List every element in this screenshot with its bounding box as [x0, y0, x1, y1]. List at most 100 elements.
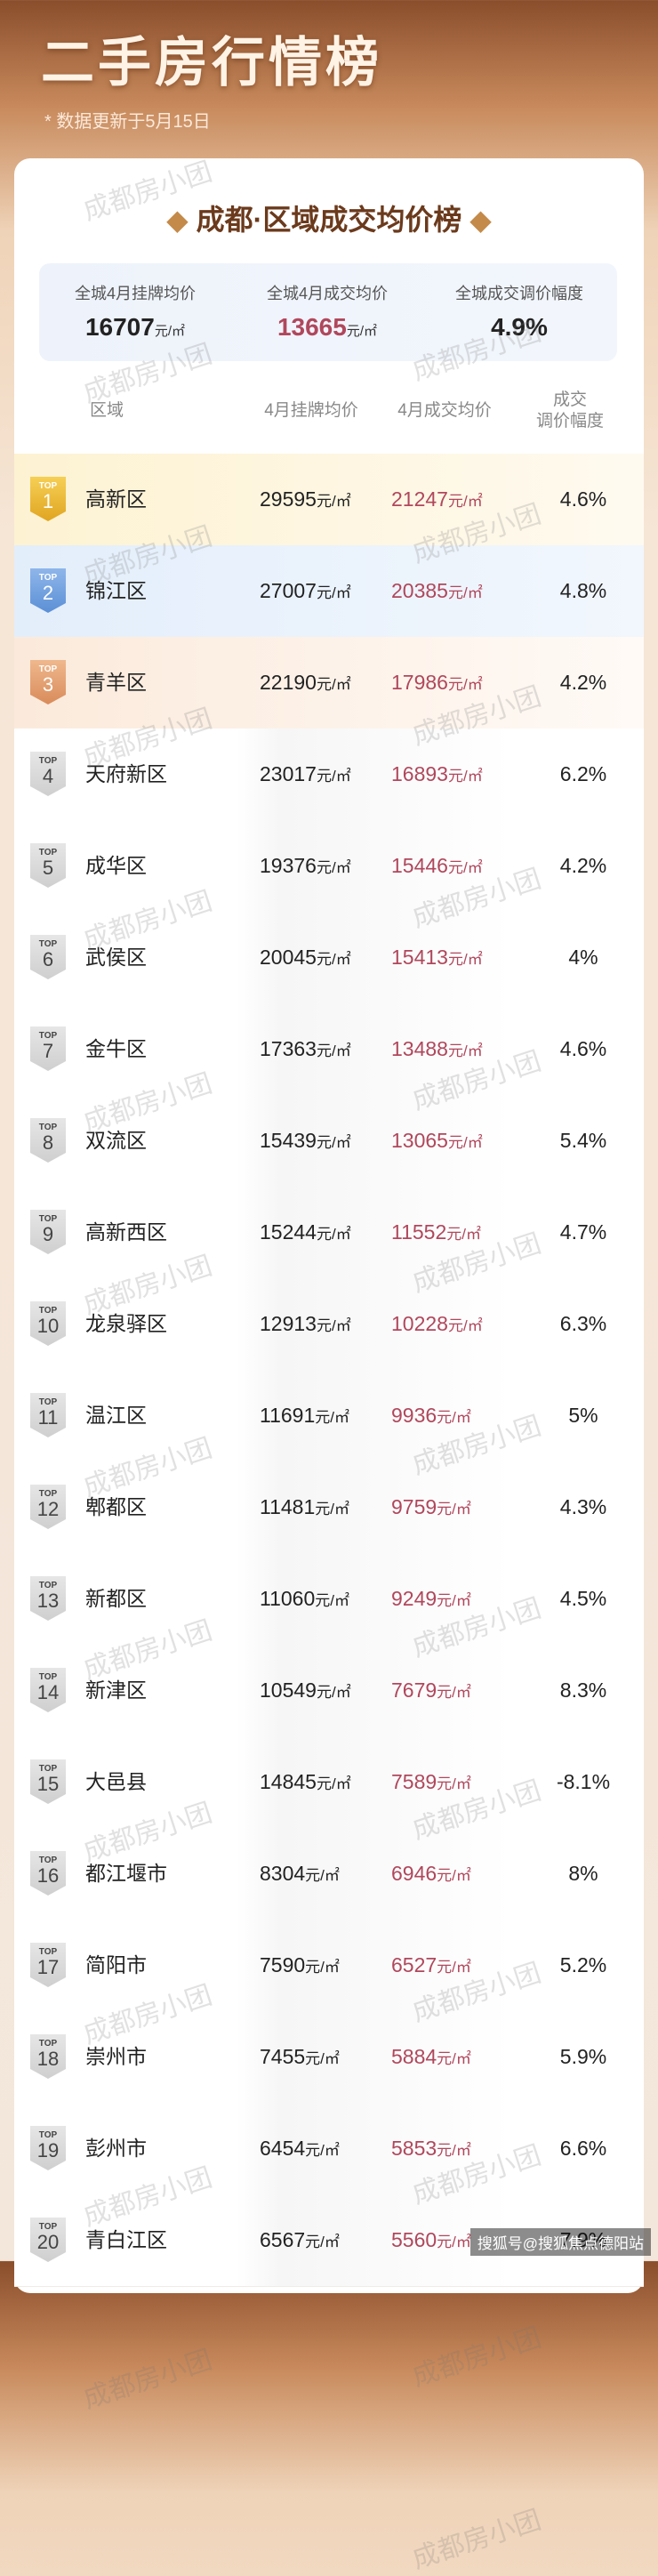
price-change: 5.9%: [559, 2045, 607, 2068]
deal-unit: 元/㎡: [446, 1226, 481, 1243]
column-header-line: 成交: [552, 390, 587, 409]
rank-badge: TOP 1: [30, 477, 66, 521]
badge-rank: 16: [36, 1864, 60, 1887]
summary-number: 13665: [277, 313, 347, 341]
rank-badge: TOP 10: [30, 1301, 66, 1346]
listing-number: 14845: [260, 1770, 317, 1793]
deal-unit: 元/㎡: [447, 951, 483, 968]
listing-price: 29595元/㎡: [260, 454, 351, 545]
note-mark: *: [44, 112, 52, 132]
table-row: TOP 9 高新西区 15244元/㎡ 11552元/㎡ 4.7%: [14, 1187, 644, 1279]
listing-unit: 元/㎡: [316, 1226, 351, 1243]
badge-top: TOP: [38, 1764, 58, 1774]
listing-price: 27007元/㎡: [260, 545, 351, 637]
deal-number: 10228: [391, 1312, 448, 1335]
badge-top: TOP: [38, 1123, 58, 1132]
listing-number: 15439: [260, 1129, 317, 1152]
district: 崇州市: [85, 2045, 147, 2068]
price-change: 4.2%: [559, 671, 607, 694]
deal-number: 21247: [391, 487, 448, 511]
rank-badge: TOP 14: [30, 1668, 66, 1712]
listing-number: 11691: [260, 1404, 316, 1427]
price-change: 8.3%: [559, 1678, 607, 1702]
update-note: * 数据更新于5月15日: [44, 107, 211, 133]
deal-price: 11552元/㎡: [391, 1187, 481, 1278]
listing-unit: 元/㎡: [315, 1592, 349, 1609]
price-change: 5.2%: [559, 1953, 607, 1976]
badge-top: TOP: [38, 573, 58, 583]
rank-badge: TOP 12: [30, 1485, 66, 1529]
listing-unit: 元/㎡: [305, 2142, 340, 2159]
badge-top: TOP: [38, 939, 58, 949]
deal-number: 20385: [391, 579, 448, 602]
deal-price: 5853元/㎡: [391, 2103, 471, 2194]
listing-price: 6567元/㎡: [260, 2194, 340, 2286]
price-change: 7.9%: [559, 2228, 607, 2251]
badge-rank: 3: [42, 673, 54, 696]
badge-rank: 12: [36, 1498, 60, 1520]
deal-unit: 元/㎡: [447, 1042, 483, 1059]
price-change: 6.3%: [559, 1312, 607, 1335]
summary-number: 4.9%: [491, 313, 548, 341]
district: 都江堰市: [85, 1862, 167, 1885]
listing-unit: 元/㎡: [316, 951, 351, 968]
price-change: 4.7%: [559, 1220, 607, 1244]
deal-number: 17986: [391, 671, 448, 694]
rank-badge: TOP 11: [30, 1393, 66, 1437]
page-title: 二手房行情榜: [41, 33, 382, 93]
table-row: TOP 14 新津区 10549元/㎡ 7679元/㎡ 8.3%: [14, 1645, 644, 1737]
deal-unit: 元/㎡: [437, 1409, 471, 1426]
deal-price: 20385元/㎡: [391, 545, 483, 637]
badge-rank: 7: [42, 1040, 54, 1062]
rank-badge: TOP 9: [30, 1210, 66, 1254]
district: 金牛区: [85, 1037, 147, 1060]
badge-rank: 1: [42, 490, 54, 512]
badge-top: TOP: [38, 1947, 58, 1957]
deal-number: 9936: [391, 1404, 437, 1427]
deal-price: 15446元/㎡: [391, 820, 483, 912]
rank-badge: TOP 13: [30, 1576, 66, 1621]
column-header: 4月挂牌均价: [264, 401, 358, 420]
listing-unit: 元/㎡: [305, 2050, 340, 2067]
deal-price: 9936元/㎡: [391, 1370, 471, 1461]
table-row: TOP 8 双流区 15439元/㎡ 13065元/㎡ 5.4%: [14, 1095, 644, 1187]
rank-badge: TOP 6: [30, 935, 66, 979]
listing-price: 11060元/㎡: [260, 1553, 349, 1645]
deal-price: 17986元/㎡: [391, 637, 483, 729]
summary-label: 全城4月挂牌均价: [74, 285, 196, 302]
listing-number: 19376: [260, 854, 317, 877]
table-row: TOP 19 彭州市 6454元/㎡ 5853元/㎡ 6.6%: [14, 2103, 644, 2195]
deal-number: 13488: [391, 1037, 448, 1060]
rank-badge: TOP 15: [30, 1759, 66, 1804]
badge-rank: 8: [42, 1131, 54, 1154]
rank-badge: TOP 2: [30, 568, 66, 613]
district: 武侯区: [85, 946, 147, 969]
badge-top: TOP: [38, 1397, 58, 1407]
badge-top: TOP: [38, 1489, 58, 1499]
deal-price: 21247元/㎡: [391, 454, 483, 545]
deal-price: 6527元/㎡: [391, 1920, 471, 2011]
district: 双流区: [85, 1129, 147, 1152]
badge-top: TOP: [38, 664, 58, 674]
deal-number: 9759: [391, 1495, 437, 1518]
listing-unit: 元/㎡: [316, 676, 351, 693]
summary-item: 全城4月成交均价 13665元/㎡: [231, 281, 423, 342]
rank-badge: TOP 3: [30, 660, 66, 704]
listing-price: 17363元/㎡: [260, 1003, 351, 1095]
deal-price: 6946元/㎡: [391, 1828, 471, 1920]
deal-unit: 元/㎡: [447, 1317, 483, 1334]
column-header: 区域: [89, 401, 124, 420]
listing-number: 12913: [260, 1312, 317, 1335]
deal-number: 5853: [391, 2137, 437, 2160]
card-title-text: 成都·区域成交均价榜: [196, 204, 462, 236]
badge-rank: 15: [36, 1773, 60, 1795]
badge-rank: 10: [36, 1315, 60, 1337]
deal-unit: 元/㎡: [437, 1684, 471, 1701]
listing-unit: 元/㎡: [316, 1684, 351, 1701]
deal-price: 9759元/㎡: [391, 1461, 471, 1553]
listing-number: 11060: [260, 1587, 316, 1610]
listing-price: 11691元/㎡: [260, 1370, 349, 1461]
rank-badge: TOP 18: [30, 2034, 66, 2079]
listing-price: 23017元/㎡: [260, 729, 351, 820]
district: 简阳市: [85, 1953, 147, 1976]
